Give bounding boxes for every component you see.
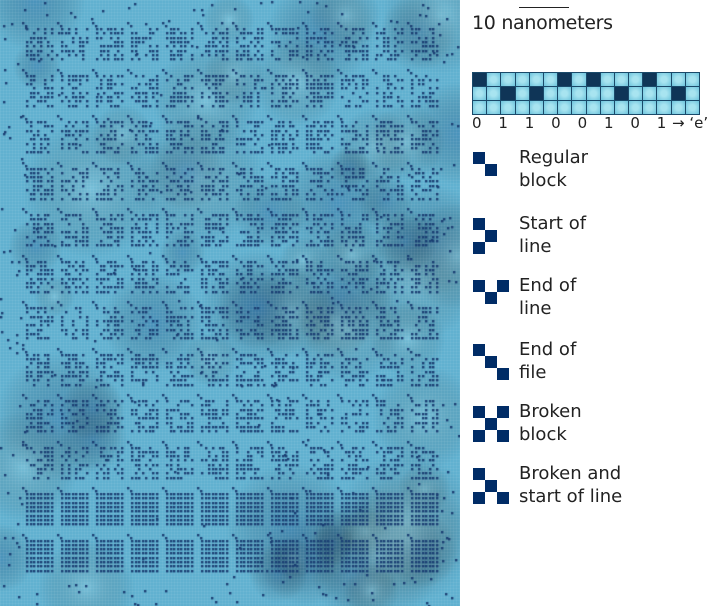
strip-cell-empty xyxy=(529,101,543,114)
strip-cell-filled xyxy=(671,87,685,100)
block-pattern-icon xyxy=(473,280,509,316)
block-pattern-icon xyxy=(473,152,509,188)
block-pattern-icon xyxy=(473,344,509,380)
strip-cell-empty xyxy=(487,73,501,86)
strip-cell-empty xyxy=(515,87,529,100)
strip-cell-empty xyxy=(586,87,600,100)
block-pattern-icon xyxy=(473,406,509,442)
strip-cell-empty xyxy=(543,101,558,114)
strip-cell-filled xyxy=(586,73,600,86)
scale-bar xyxy=(519,7,569,8)
strip-cell-empty xyxy=(586,101,600,114)
legend-label: End of line xyxy=(519,275,577,319)
strip-cell-empty xyxy=(629,101,643,114)
strip-cell-empty xyxy=(657,87,671,100)
strip-cell-empty xyxy=(671,101,685,114)
strip-cell-empty xyxy=(487,101,501,114)
strip-cell-filled xyxy=(473,73,487,86)
bit-label: 1 xyxy=(524,114,535,132)
decoded-character: → ‘e’ xyxy=(672,114,709,132)
stm-image xyxy=(0,0,460,606)
bit-label: 1 xyxy=(603,114,614,132)
strip-cell-empty xyxy=(543,73,558,86)
strip-cell-empty xyxy=(685,73,699,86)
strip-cell-filled xyxy=(529,87,543,100)
strip-cell-empty xyxy=(657,101,671,114)
strip-cell-empty xyxy=(543,87,558,100)
strip-cell-empty xyxy=(515,101,529,114)
legend-label: End of file xyxy=(519,339,577,383)
strip-cell-filled xyxy=(643,73,657,86)
strip-cell-empty xyxy=(501,101,515,114)
strip-cell-empty xyxy=(614,101,629,114)
strip-cell-filled xyxy=(614,87,629,100)
strip-cell-empty xyxy=(473,87,487,100)
bit-label: 0 xyxy=(577,114,588,132)
scale-bar-label: 10 nanometers xyxy=(472,12,613,34)
strip-cell-empty xyxy=(558,101,572,114)
block-pattern-icon xyxy=(473,468,509,504)
strip-cell-empty xyxy=(629,87,643,100)
bit-label: 0 xyxy=(551,114,561,132)
strip-cell-empty xyxy=(600,87,614,100)
legend-label: Broken block xyxy=(519,401,582,445)
strip-cell-empty xyxy=(685,101,699,114)
strip-cell-empty xyxy=(572,87,586,100)
strip-cell-empty xyxy=(657,73,671,86)
strip-cell-empty xyxy=(558,87,572,100)
strip-cell-empty xyxy=(629,73,643,86)
legend-label: Start of line xyxy=(519,213,587,257)
strip-cell-empty xyxy=(643,101,657,114)
strip-cell-empty xyxy=(600,101,614,114)
strip-cell-empty xyxy=(600,73,614,86)
strip-cell-empty xyxy=(487,87,501,100)
strip-cell-empty xyxy=(473,101,487,114)
strip-cell-empty xyxy=(529,73,543,86)
strip-cell-empty xyxy=(501,73,515,86)
block-pattern-icon xyxy=(473,218,509,254)
legend-label: Regular block xyxy=(519,147,589,191)
strip-cell-empty xyxy=(572,73,586,86)
strip-cell-empty xyxy=(671,73,685,86)
bit-strip xyxy=(472,72,700,115)
legend-label: Broken and start of line xyxy=(519,463,623,507)
strip-cell-empty xyxy=(685,87,699,100)
bit-label: 1 xyxy=(656,114,667,132)
bit-label: 1 xyxy=(498,114,508,132)
bit-label: 0 xyxy=(630,114,640,132)
strip-cell-empty xyxy=(515,73,529,86)
strip-cell-filled xyxy=(558,73,572,86)
strip-cell-filled xyxy=(501,87,515,100)
strip-cell-empty xyxy=(614,73,629,86)
strip-cell-empty xyxy=(643,87,657,100)
strip-cell-empty xyxy=(572,101,586,114)
bit-label: 0 xyxy=(472,114,482,132)
